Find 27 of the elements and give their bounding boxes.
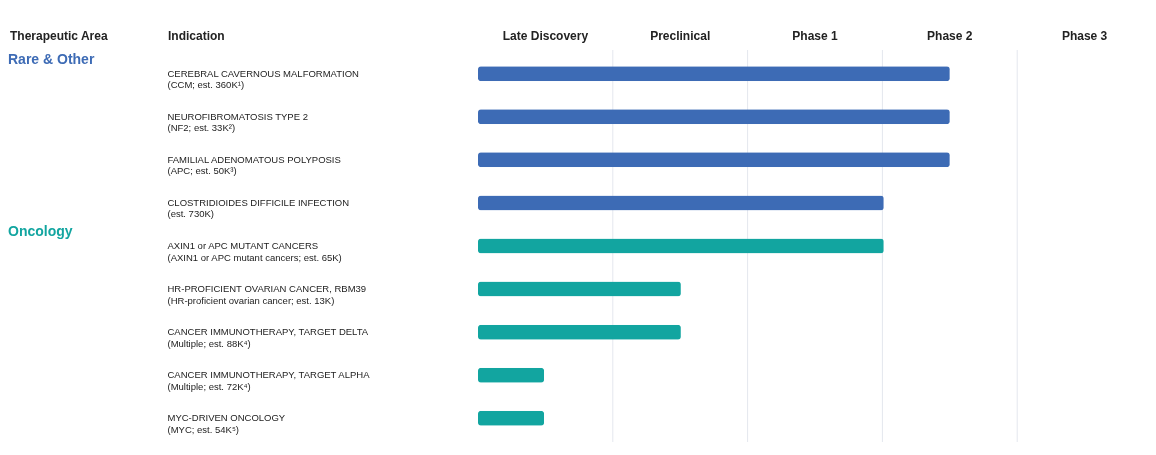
- text: Phase 2: [927, 29, 973, 43]
- y-tick-label: MYC-DRIVEN ONCOLOGY (MYC; est. 54K⁵): [167, 412, 286, 435]
- bar: [478, 66, 950, 82]
- bar: [478, 238, 884, 254]
- text: Rare & Other: [8, 50, 95, 67]
- bar: [478, 195, 884, 211]
- y-tick-label: CEREBRAL CAVERNOUS MALFORMATION (CCM; est. 360K¹): [167, 67, 360, 91]
- text: Therapeutic Area: [10, 29, 108, 43]
- text: Phase 3: [1061, 29, 1108, 43]
- bar: [478, 109, 950, 125]
- y-tick-label: NEUROFIBROMATOSIS TYPE 2 (NF2; est. 33K²): [167, 110, 308, 134]
- y-tick-label: CANCER IMMUNOTHERAPY, TARGET ALPHA (Multiple; est. 72K⁴): [167, 369, 371, 392]
- bar: [478, 152, 950, 168]
- text: Oncology: [8, 223, 73, 239]
- y-tick-label: FAMILIAL ADENOMATOUS POLYPOSIS (APC; est. 50K³): [167, 153, 341, 177]
- bar: [478, 367, 545, 383]
- text: Indication: [168, 29, 225, 43]
- text: Late Discovery: [502, 29, 589, 43]
- bar: [478, 410, 545, 426]
- text: Phase 1: [792, 29, 838, 43]
- y-tick-label: HR-PROFICIENT OVARIAN CANCER, RBM39 (HR-proficient ovarian cancer; est. 13K): [167, 283, 367, 306]
- y-tick-label: CANCER IMMUNOTHERAPY, TARGET DELTA (Multiple; est. 88K⁴): [167, 326, 369, 349]
- y-tick-label: CLOSTRIDIOIDES DIFFICILE INFECTION (est. 730K): [167, 196, 350, 220]
- bar: [478, 324, 681, 340]
- text: Preclinical: [650, 29, 711, 43]
- y-tick-label: AXIN1 or APC MUTANT CANCERS (AXIN1 or APC mutant cancers; est. 65K): [167, 240, 342, 263]
- bar: [478, 281, 681, 297]
